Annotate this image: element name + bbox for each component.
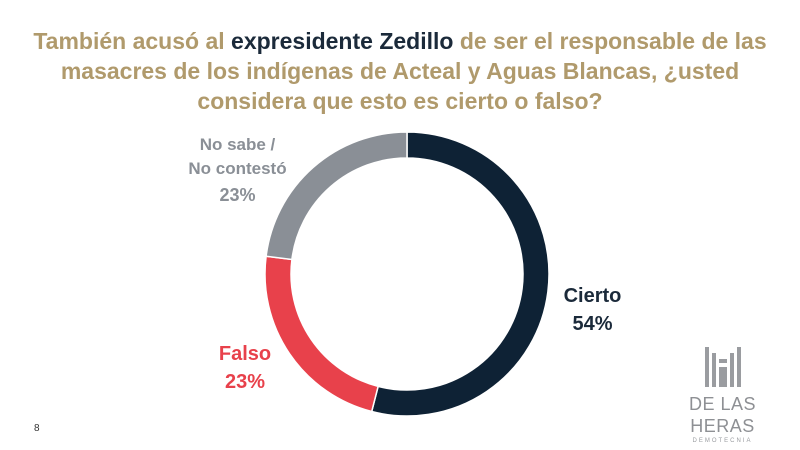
label-falso-value: 23%	[224, 371, 266, 393]
label-no-sabe: No sabe / No contestó 23%	[170, 133, 305, 209]
title-part-1: También acusó al	[33, 28, 232, 54]
title-highlight: expresidente Zedillo	[231, 28, 454, 54]
logo-name: DE LAS HERAS	[688, 394, 757, 436]
label-falso: Falso 23%	[195, 340, 295, 396]
title-part-2: de ser el responsable de las masacres de…	[60, 28, 767, 114]
label-no-sabe-value: 23%	[219, 185, 256, 205]
label-cierto: Cierto 54%	[550, 282, 635, 338]
label-cierto-value: 54%	[572, 313, 613, 335]
label-no-sabe-line1: No sabe /	[199, 135, 276, 154]
label-falso-text: Falso	[218, 343, 272, 365]
label-no-sabe-line2: No contestó	[188, 159, 287, 178]
slice-no-sabe	[265, 131, 408, 261]
page-number: 8	[34, 423, 40, 434]
slice-cierto	[370, 131, 550, 417]
brand-logo: DE LAS HERAS DEMOTECNIA	[665, 345, 780, 445]
label-cierto-text: Cierto	[563, 285, 622, 307]
chart-title: También acusó al expresidente Zedillo de…	[20, 26, 780, 116]
logo-subtitle: DEMOTECNIA	[692, 438, 753, 444]
logo-mark-icon	[704, 347, 741, 387]
